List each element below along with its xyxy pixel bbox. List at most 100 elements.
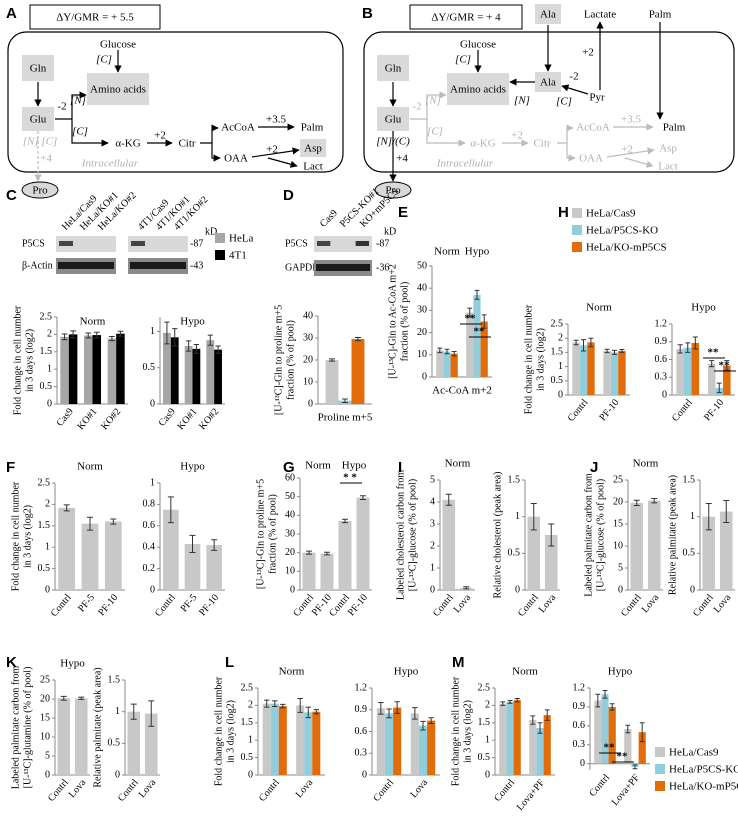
error-bar: [167, 496, 174, 524]
y-axis-label: fraction (% of pool): [399, 282, 410, 362]
bar: [170, 337, 179, 404]
node-box: [22, 55, 54, 81]
y-tick-label: 0.5: [683, 548, 696, 559]
node-label: [C]: [556, 96, 572, 108]
y-tick-label: 20: [613, 496, 623, 507]
y-tick-label: 0.3: [655, 372, 668, 383]
error-bar: [709, 360, 715, 368]
y-tick-label: 3: [430, 518, 435, 529]
y-tick-label: 0.5: [241, 752, 254, 763]
y-tick-label: 1.5: [38, 520, 51, 531]
error-bar: [305, 706, 311, 719]
y-tick-label: 10: [417, 349, 427, 360]
error-bar: [189, 534, 196, 554]
error-bar: [500, 701, 506, 706]
x-axis-label: Ac-CoA m+2: [432, 385, 492, 397]
y-axis-label: [U-¹³C]-Gln to proline m+5: [273, 305, 284, 415]
y-tick-label: 0.3: [573, 739, 586, 750]
bar: [184, 346, 193, 404]
error-bar: [148, 700, 155, 727]
y-tick-label: 0: [580, 758, 585, 769]
node-label: +3.5: [266, 114, 286, 126]
bar: [81, 523, 99, 590]
error-bar: [537, 722, 543, 734]
panel-label: E: [398, 204, 408, 221]
significance: **: [719, 360, 731, 372]
legend-swatch: [655, 781, 665, 791]
error-bar: [444, 348, 450, 355]
bar: [351, 339, 365, 404]
y-tick-label: 1.2: [573, 682, 586, 693]
y-tick-label: 0: [150, 398, 155, 409]
y-tick-label: 0.9: [573, 701, 586, 712]
y-tick-label: 0.5: [551, 375, 564, 386]
node-box: [377, 107, 409, 131]
equation-box: [29, 4, 161, 30]
legend-label: 4T1: [229, 250, 247, 262]
node-label: Intracellular: [436, 158, 494, 170]
y-tick-label: 1.5: [478, 717, 491, 728]
error-bar: [612, 349, 617, 355]
node-label: [C]: [427, 126, 443, 138]
error-bar: [507, 700, 513, 704]
equation: ΔY/GMR = + 5.5: [56, 12, 134, 24]
chart-title: Norm: [80, 316, 106, 328]
bar: [630, 502, 644, 590]
error-bar: [264, 699, 270, 708]
arrow: [410, 91, 447, 120]
arrow: [557, 124, 574, 144]
bar: [683, 347, 692, 395]
legend-swatch: [572, 225, 582, 235]
bar: [163, 332, 171, 404]
blot-band: [355, 241, 369, 246]
error-bar: [420, 720, 426, 731]
error-bar: [692, 336, 698, 350]
bar: [529, 720, 537, 775]
y-tick-label: 0.5: [478, 752, 491, 763]
bar: [647, 500, 661, 590]
node-label: Asp: [659, 143, 677, 155]
category-label: Proline m+5: [318, 412, 373, 424]
y-tick-label: 2: [248, 700, 253, 711]
y-axis-label: Labeled palmitate carbon from: [10, 666, 21, 790]
blot-band: [316, 264, 370, 271]
arrow: [71, 119, 109, 147]
y-tick-label: 20: [417, 327, 427, 338]
error-bar: [306, 550, 312, 555]
y-tick-label: 1: [150, 326, 155, 337]
y-tick-label: 0: [290, 584, 295, 595]
bar: [57, 698, 71, 775]
y-tick-label: 1.5: [241, 717, 254, 728]
bar: [356, 497, 370, 590]
y-tick-label: 0.6: [143, 520, 156, 531]
y-tick-label: 0.9: [355, 704, 368, 715]
node-label: [C]: [72, 126, 88, 138]
y-tick-label: 0.9: [655, 336, 668, 347]
y-tick-label: 1: [45, 541, 50, 552]
bar: [601, 694, 609, 764]
y-tick-label: 1: [515, 511, 520, 522]
bar: [587, 342, 595, 395]
y-tick-label: 0: [45, 584, 50, 595]
panel-label: G: [283, 459, 295, 476]
bar: [480, 321, 488, 377]
y-tick-label: 0: [515, 584, 520, 595]
blot-background: [314, 236, 372, 252]
protein-label: GAPDH: [285, 262, 319, 273]
y-tick-label: 0.6: [355, 726, 368, 737]
node-label: OAA: [579, 153, 603, 165]
chart-title: Hypo: [180, 316, 205, 328]
cell-outline: [7, 31, 344, 173]
bar: [127, 711, 141, 775]
y-tick-label: 0: [248, 769, 253, 780]
bar: [304, 712, 313, 775]
node-label: AcCoA: [221, 122, 255, 134]
node-label: Palm: [663, 122, 686, 134]
bar: [270, 703, 279, 775]
category-label: KO#2: [99, 406, 123, 432]
chart-title: Hypo: [180, 461, 205, 473]
chart-title: Norm: [512, 666, 538, 678]
y-tick-label: 40: [285, 510, 295, 521]
node-label: +2: [154, 130, 166, 142]
panel-label: H: [558, 204, 569, 221]
